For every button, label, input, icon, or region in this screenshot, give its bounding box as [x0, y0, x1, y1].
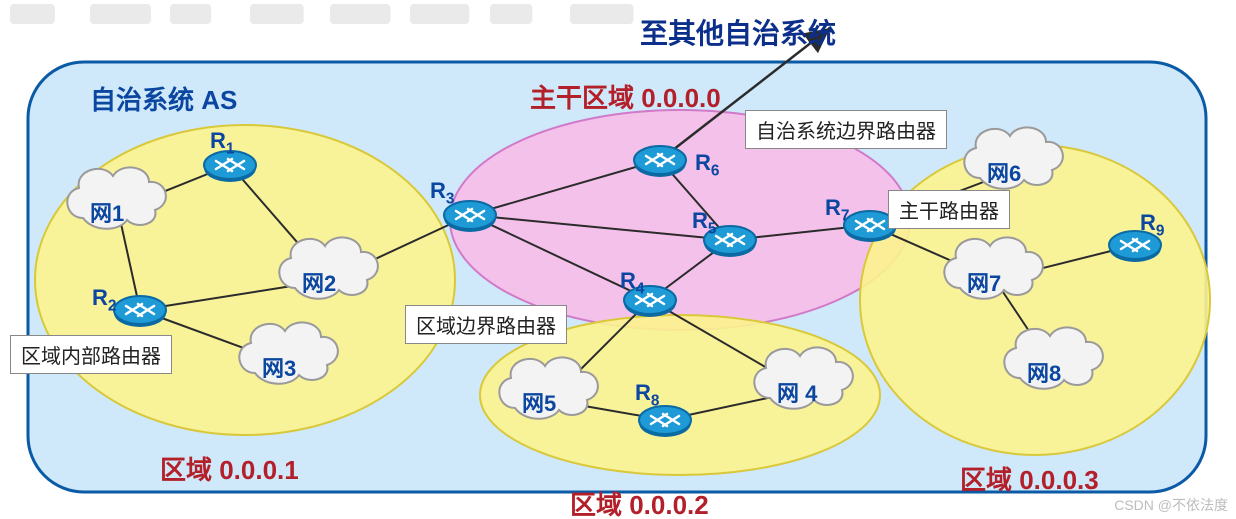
to-other-as-label: 至其他自治系统 [640, 12, 836, 52]
net-label-N4: 网 4 [777, 376, 817, 408]
net-label-N7: 网7 [967, 266, 1001, 298]
as-title: 自治系统 AS [90, 80, 237, 117]
net-label-N2: 网2 [302, 266, 336, 298]
router-label-R2: R2 [92, 285, 116, 315]
router-R8 [639, 406, 691, 437]
router-label-R7: R7 [825, 195, 849, 225]
ospf-diagram: { "canvas": { "w": 1236, "h": 519 }, "co… [0, 0, 1236, 519]
label-as-boundary-router: 自治系统边界路由器 [745, 110, 947, 149]
label-area-border-router: 区域边界路由器 [405, 305, 567, 344]
router-R2 [114, 296, 166, 327]
area-label-area1: 区域 0.0.0.1 [160, 450, 299, 487]
router-label-R1: R1 [210, 128, 234, 158]
router-label-R5: R5 [692, 208, 716, 238]
net-label-N1: 网1 [90, 196, 124, 228]
net-label-N6: 网6 [987, 156, 1021, 188]
router-label-R3: R3 [430, 178, 454, 208]
csdn-watermark: CSDN @不依法度 [1114, 495, 1228, 515]
label-backbone-router: 主干路由器 [888, 190, 1010, 229]
area-label-area3: 区域 0.0.0.3 [960, 460, 1099, 497]
router-R6 [634, 146, 686, 177]
net-label-N3: 网3 [262, 351, 296, 383]
net-label-N8: 网8 [1027, 356, 1061, 388]
net-label-N5: 网5 [522, 386, 556, 418]
router-label-R8: R8 [635, 380, 659, 410]
router-label-R4: R4 [620, 268, 644, 298]
router-label-R6: R6 [695, 150, 719, 180]
backbone-title: 主干区域 0.0.0.0 [530, 78, 721, 115]
label-internal-router: 区域内部路由器 [10, 335, 172, 374]
router-label-R9: R9 [1140, 210, 1164, 240]
area-label-area2: 区域 0.0.0.2 [570, 485, 709, 519]
